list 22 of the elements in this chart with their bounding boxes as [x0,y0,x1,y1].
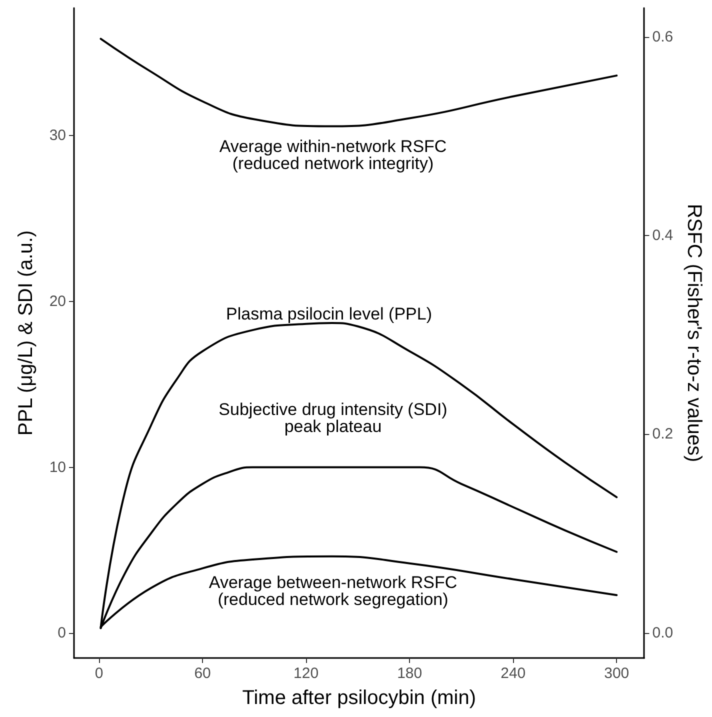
y2-tick-label: 0.6 [652,28,674,46]
y2-tick-label: 0.0 [652,624,674,642]
line-series [100,38,618,128]
y-tick-label: 30 [49,127,66,144]
y-tick-label: 10 [49,458,66,476]
x-tick-label: 120 [294,665,319,682]
y2-axis-title: RSFC (Fisher's r-to-z values) [683,204,705,462]
y2-tick-label: 0.4 [652,226,674,244]
y-axis-title: PPL (μg/L) & SDI (a.u.) [15,230,37,436]
x-tick-label: 240 [500,665,526,682]
annotation: Average between-network RSFC (reduced network segregation) [208,573,458,609]
y-tick-label: 20 [49,292,66,310]
annotation: Plasma psilocin level (PPL) [226,304,432,324]
annotation: Average within-network RSFC (reduced network integrity) [219,137,447,173]
x-tick-label: 60 [194,665,211,682]
y2-tick-label: 0.2 [652,426,674,443]
y-tick-label: 0 [58,624,66,642]
x-tick-label: 180 [397,665,422,682]
x-axis-title: Time after psilocybin (min) [242,687,476,709]
x-tick-label: 300 [604,665,630,682]
x-tick-label: 0 [94,665,104,682]
annotation: Subjective drug intensity (SDI) peak plateau [218,400,448,436]
